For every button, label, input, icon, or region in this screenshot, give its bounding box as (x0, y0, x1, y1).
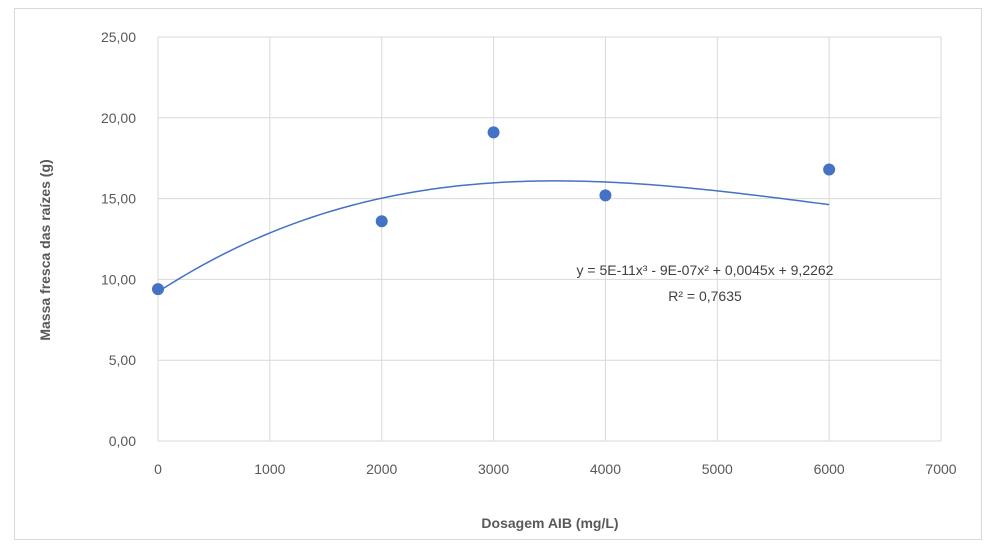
data-point (599, 189, 612, 202)
x-tick-label: 3000 (478, 461, 509, 477)
x-tick-label: 5000 (702, 461, 733, 477)
data-point (152, 283, 164, 296)
y-tick-label: 25,00 (101, 29, 136, 45)
x-tick-labels: 0 1000 2000 3000 4000 5000 6000 7000 (154, 461, 957, 477)
x-tick-label: 6000 (814, 461, 845, 477)
y-tick-label: 20,00 (101, 110, 136, 126)
y-tick-label: 5,00 (109, 352, 136, 368)
y-tick-label: 10,00 (101, 271, 136, 287)
trendline-equation: y = 5E-11x³ - 9E-07x² + 0,0045x + 9,2262 (577, 262, 834, 278)
data-point (823, 163, 836, 176)
data-points (152, 126, 836, 296)
x-tick-label: 1000 (254, 461, 285, 477)
x-axis-title: Dosagem AIB (mg/L) (481, 515, 618, 531)
chart-area (14, 8, 982, 540)
r-squared-label: R² = 0,7635 (668, 288, 742, 304)
trendline (157, 180, 830, 293)
x-tick-label: 4000 (590, 461, 621, 477)
y-axis-title: Massa fresca das raízes (g) (37, 159, 53, 340)
x-tick-label: 7000 (925, 461, 956, 477)
gridlines (157, 36, 942, 442)
y-tick-label: 15,00 (101, 191, 136, 207)
y-tick-labels: 0,00 5,00 10,00 15,00 20,00 25,00 (101, 29, 136, 449)
y-tick-label: 0,00 (109, 433, 136, 449)
data-point (375, 215, 388, 228)
x-tick-label: 0 (154, 461, 162, 477)
data-point (487, 126, 500, 139)
x-tick-label: 2000 (366, 461, 397, 477)
